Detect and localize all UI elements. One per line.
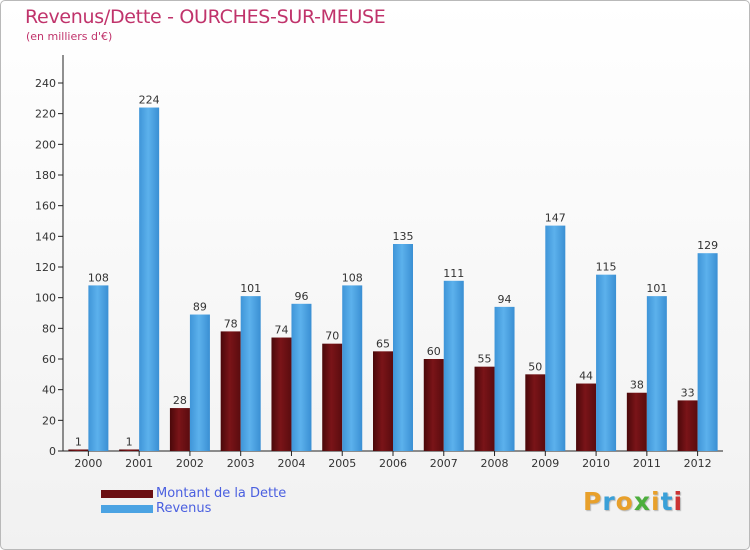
y-tick-label: 60 <box>42 353 56 366</box>
bar-dette <box>525 374 546 451</box>
bar-revenus <box>596 274 617 451</box>
value-labels: 1 1 28 78 74 70 65 60 55 50 44 38 33 108 224 89 101 96 108… <box>75 94 718 449</box>
value-label: 147 <box>545 212 566 225</box>
value-label: 108 <box>88 271 109 284</box>
value-label: 224 <box>139 94 160 107</box>
value-label: 78 <box>224 317 238 330</box>
x-tick-label: 2008 <box>481 457 509 470</box>
bar-dette <box>626 392 647 451</box>
legend-swatch-revenus <box>101 505 153 513</box>
proxiti-logo: Proxiti <box>583 487 683 516</box>
legend-label-dette: Montant de la Dette <box>156 486 287 501</box>
x-tick-label: 2001 <box>125 457 153 470</box>
bar-revenus <box>240 296 261 451</box>
bar-revenus <box>342 285 363 451</box>
bar-revenus <box>291 303 312 451</box>
x-tick-label: 2002 <box>176 457 204 470</box>
logo-letter: t <box>660 487 674 516</box>
value-label: 89 <box>193 301 207 314</box>
value-label: 65 <box>376 337 390 350</box>
bars <box>68 107 718 452</box>
bar-revenus <box>646 296 667 451</box>
y-tick-label: 100 <box>35 292 56 305</box>
y-tick-label: 80 <box>42 322 56 335</box>
bar-revenus <box>697 253 718 451</box>
bar-dette <box>271 337 292 451</box>
x-tick-label: 2011 <box>633 457 661 470</box>
bar-dette <box>373 351 393 451</box>
bar-dette <box>119 449 140 451</box>
x-tick-label: 2010 <box>582 457 610 470</box>
value-label: 129 <box>697 239 718 252</box>
bar-revenus <box>545 225 566 451</box>
logo-letter: P <box>583 487 603 516</box>
value-label: 111 <box>443 267 464 280</box>
bar-revenus <box>494 306 515 451</box>
logo-letter: x <box>633 487 651 516</box>
bar-dette <box>677 400 698 451</box>
y-tick-label: 200 <box>35 138 56 151</box>
value-label: 94 <box>498 293 512 306</box>
value-label: 115 <box>596 261 617 274</box>
x-tick-label: 2005 <box>328 457 356 470</box>
value-label: 101 <box>240 282 261 295</box>
x-tick-label: 2003 <box>227 457 255 470</box>
value-label: 108 <box>342 271 363 284</box>
value-label: 1 <box>126 435 133 448</box>
bar-dette <box>169 408 190 451</box>
x-tick-label: 2006 <box>379 457 407 470</box>
y-tick-label: 40 <box>42 384 56 397</box>
value-label: 33 <box>681 386 695 399</box>
value-label: 50 <box>528 360 542 373</box>
value-label: 74 <box>274 324 288 337</box>
bar-revenus <box>88 285 109 451</box>
y-tick-label: 220 <box>35 108 56 121</box>
x-tick-label: 2012 <box>684 457 712 470</box>
y-tick-label: 180 <box>35 169 56 182</box>
bar-revenus <box>443 280 464 451</box>
y-tick-label: 240 <box>35 77 56 90</box>
bar-dette <box>423 359 444 451</box>
value-label: 70 <box>325 330 339 343</box>
value-label: 55 <box>478 353 492 366</box>
value-label: 44 <box>579 370 593 383</box>
y-tick-label: 140 <box>35 230 56 243</box>
legend-label-revenus: Revenus <box>156 501 212 516</box>
bar-revenus <box>189 314 210 451</box>
value-label: 135 <box>393 230 414 243</box>
logo-letter: i <box>673 487 684 516</box>
bar-dette <box>322 343 343 451</box>
logo-letter: r <box>602 487 616 516</box>
logo-letter: o <box>615 487 634 516</box>
chart-title: Revenus/Dette - OURCHES-SUR-MEUSE <box>25 6 386 28</box>
x-tick-label: 2007 <box>430 457 458 470</box>
x-tick-label: 2000 <box>74 457 102 470</box>
x-tick-label: 2009 <box>531 457 559 470</box>
legend-swatch-dette <box>101 490 153 498</box>
logo-letter: i <box>651 487 661 516</box>
bar-dette <box>576 383 597 451</box>
x-tick-label: 2004 <box>277 457 305 470</box>
bar-revenus <box>139 107 160 452</box>
y-tick-label: 120 <box>35 261 56 274</box>
bar-dette <box>68 449 89 451</box>
y-tick-label: 20 <box>42 414 56 427</box>
bar-dette <box>220 331 241 451</box>
y-tick-label: 0 <box>49 445 56 458</box>
value-label: 1 <box>75 435 82 448</box>
value-label: 96 <box>294 290 308 303</box>
value-label: 28 <box>173 394 187 407</box>
chart-subtitle: (en milliers d'€) <box>26 30 113 43</box>
value-label: 38 <box>630 379 644 392</box>
value-label: 101 <box>646 282 667 295</box>
value-label: 60 <box>427 345 441 358</box>
bar-dette <box>474 366 495 451</box>
bar-revenus <box>393 244 413 451</box>
y-tick-label: 160 <box>35 200 56 213</box>
